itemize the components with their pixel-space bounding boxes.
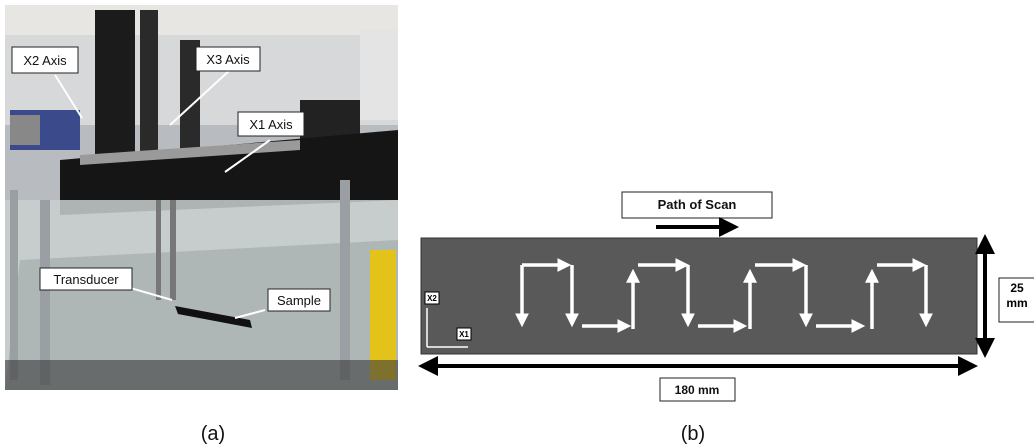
caption: (b) [681, 423, 705, 445]
height-label-wrap: 25 mm [1000, 281, 1034, 321]
figure: X2 Axis X3 Axis X1 Axis Transducer Sampl… [0, 0, 1034, 448]
axis-label: X1 [459, 330, 469, 339]
label: Transducer [53, 272, 119, 287]
sample [421, 238, 977, 354]
height-label: 25 mm [1003, 281, 1031, 311]
label: X3 Axis [206, 52, 250, 67]
label: X2 Axis [23, 53, 67, 68]
label: Sample [277, 293, 321, 308]
axis-label: X2 [427, 294, 437, 303]
width-label: 180 mm [675, 383, 720, 397]
label: X1 Axis [249, 117, 293, 132]
caption: (a) [201, 423, 225, 445]
path-label: Path of Scan [658, 197, 737, 212]
